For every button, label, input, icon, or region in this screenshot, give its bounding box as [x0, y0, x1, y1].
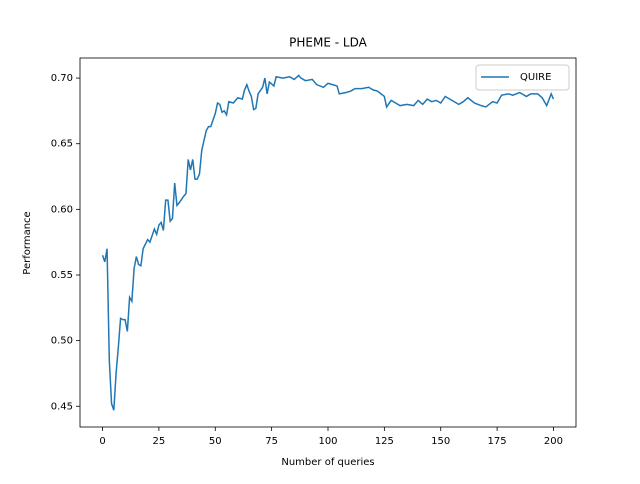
legend-label: QUIRE [520, 72, 551, 83]
x-tick-label: 50 [209, 436, 222, 447]
data-line [101, 74, 555, 411]
y-tick-label: 0.60 [51, 204, 73, 215]
chart-title: PHEME - LDA [289, 36, 367, 50]
x-tick-label: 150 [431, 436, 450, 447]
x-tick-label: 200 [544, 436, 563, 447]
y-tick-label: 0.70 [51, 73, 73, 84]
x-tick-label: 125 [375, 436, 394, 447]
x-tick-label: 100 [318, 436, 337, 447]
y-tick-label: 0.45 [51, 401, 73, 412]
x-tick-label: 75 [265, 436, 278, 447]
x-tick-label: 0 [99, 436, 105, 447]
x-axis-label: Number of queries [281, 457, 374, 468]
x-tick-label: 175 [488, 436, 507, 447]
y-tick-label: 0.50 [51, 336, 73, 347]
y-tick-label: 0.65 [51, 139, 73, 150]
plot-frame [79, 57, 577, 428]
y-tick-label: 0.55 [51, 270, 73, 281]
x-tick-label: 25 [153, 436, 166, 447]
y-axis-label: Performance [22, 211, 33, 274]
legend-box [475, 64, 570, 91]
